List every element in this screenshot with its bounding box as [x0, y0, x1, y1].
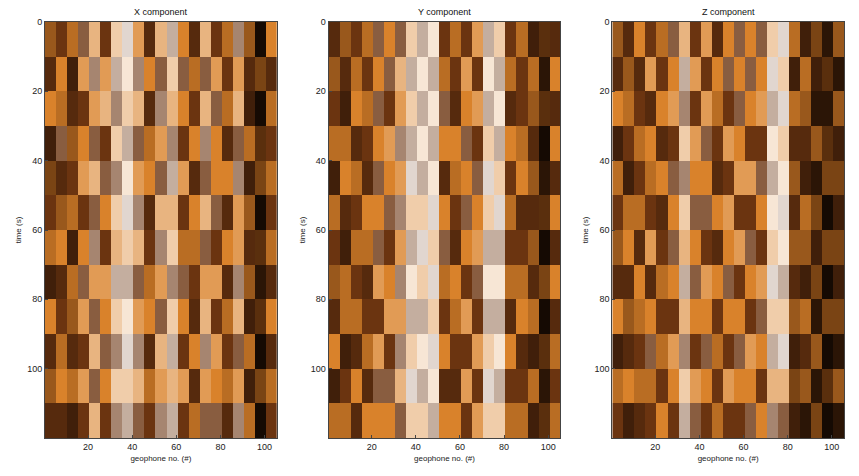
svg-text:Z component: Z component — [702, 7, 755, 17]
svg-text:60: 60 — [739, 442, 749, 452]
svg-text:60: 60 — [455, 442, 465, 452]
svg-text:0: 0 — [37, 17, 42, 27]
svg-text:100: 100 — [824, 442, 839, 452]
svg-text:80: 80 — [32, 294, 42, 304]
svg-text:60: 60 — [32, 225, 42, 235]
svg-text:geophone no. (#): geophone no. (#) — [414, 454, 475, 463]
svg-text:40: 40 — [411, 442, 421, 452]
svg-text:20: 20 — [83, 442, 93, 452]
svg-text:X component: X component — [134, 7, 188, 17]
svg-text:40: 40 — [127, 442, 137, 452]
svg-text:100: 100 — [257, 442, 272, 452]
svg-text:100: 100 — [311, 364, 326, 374]
svg-text:time (s): time (s) — [581, 216, 590, 243]
svg-text:40: 40 — [599, 156, 609, 166]
svg-text:geophone no. (#): geophone no. (#) — [698, 454, 759, 463]
svg-text:100: 100 — [27, 364, 42, 374]
svg-text:40: 40 — [32, 156, 42, 166]
svg-text:60: 60 — [599, 225, 609, 235]
svg-text:100: 100 — [594, 364, 609, 374]
svg-text:20: 20 — [650, 442, 660, 452]
svg-text:80: 80 — [783, 442, 793, 452]
svg-text:80: 80 — [599, 294, 609, 304]
svg-text:80: 80 — [215, 442, 225, 452]
svg-text:100: 100 — [541, 442, 556, 452]
svg-text:40: 40 — [316, 156, 326, 166]
svg-text:time (s): time (s) — [14, 216, 23, 243]
svg-text:20: 20 — [316, 86, 326, 96]
svg-text:0: 0 — [604, 17, 609, 27]
svg-text:time (s): time (s) — [298, 216, 307, 243]
svg-text:80: 80 — [499, 442, 509, 452]
svg-text:40: 40 — [694, 442, 704, 452]
svg-text:20: 20 — [599, 86, 609, 96]
svg-text:60: 60 — [316, 225, 326, 235]
svg-text:20: 20 — [32, 86, 42, 96]
svg-text:0: 0 — [321, 17, 326, 27]
svg-text:geophone no. (#): geophone no. (#) — [130, 454, 191, 463]
svg-text:80: 80 — [316, 294, 326, 304]
svg-text:20: 20 — [367, 442, 377, 452]
svg-text:Y component: Y component — [418, 7, 471, 17]
svg-text:60: 60 — [171, 442, 181, 452]
